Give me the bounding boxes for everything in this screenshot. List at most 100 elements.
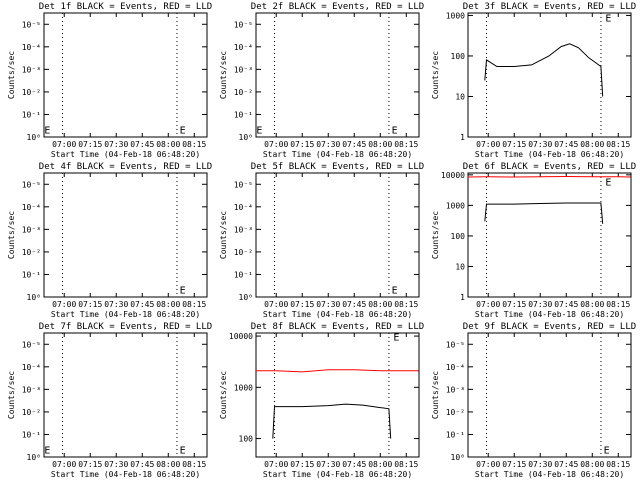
y-tick-label: 10⁻⁴: [22, 363, 41, 372]
x-tick-label: 07:30: [528, 140, 552, 149]
x-tick-label: 08:00: [368, 140, 392, 149]
x-axis-label: Start Time (04-Feb-18 06:48:20): [263, 470, 412, 479]
y-tick-label: 10⁻⁵: [22, 20, 41, 29]
y-axis-label: Counts/sec: [219, 371, 228, 419]
plot-title: Det 9f BLACK = Events, RED = LLD: [463, 322, 636, 332]
event-marker: E: [392, 125, 398, 136]
plot-frame: [43, 332, 208, 458]
x-tick-label: 08:15: [182, 460, 206, 469]
x-tick-label: 07:00: [476, 300, 500, 309]
y-tick-label: 1000: [446, 201, 465, 210]
plot-title: Det 6f BLACK = Events, RED = LLD: [463, 162, 636, 172]
x-tick-label: 07:15: [290, 460, 314, 469]
y-axis-label: Counts/sec: [219, 211, 228, 259]
x-tick-label: 07:30: [528, 300, 552, 309]
x-tick-label: 08:00: [580, 300, 604, 309]
y-tick-label: 10⁰: [239, 293, 253, 302]
y-tick-label: 10⁻¹: [446, 430, 465, 439]
x-tick-label: 07:30: [316, 300, 340, 309]
x-tick-label: 07:00: [476, 140, 500, 149]
x-tick-label: 07:00: [52, 140, 76, 149]
plot-title: Det 8f BLACK = Events, RED = LLD: [251, 322, 424, 332]
y-tick-label: 10⁻²: [22, 248, 41, 257]
y-tick-label: 10⁰: [27, 453, 41, 462]
y-tick-label: 10⁻⁴: [234, 43, 253, 52]
y-tick-label: 10⁻⁴: [234, 203, 253, 212]
x-tick-label: 08:15: [606, 300, 630, 309]
y-tick-label: 10⁻¹: [22, 110, 41, 119]
y-tick-label: 10⁻⁵: [234, 20, 253, 29]
events-series-line: [272, 403, 392, 439]
y-tick-label: 10⁻⁵: [234, 180, 253, 189]
x-tick-label: 07:15: [502, 140, 526, 149]
y-tick-label: 100: [239, 435, 254, 444]
y-tick-label: 10: [455, 262, 465, 271]
plot-frame: [467, 172, 632, 298]
x-tick-label: 07:45: [554, 300, 578, 309]
x-tick-label: 07:15: [502, 460, 526, 469]
y-tick-label: 10⁻²: [22, 408, 41, 417]
x-tick-label: 07:45: [130, 460, 154, 469]
plot-title: Det 1f BLACK = Events, RED = LLD: [39, 2, 212, 12]
x-tick-label: 07:00: [264, 300, 288, 309]
x-tick-label: 07:15: [78, 460, 102, 469]
y-tick-label: 10⁻⁵: [22, 180, 41, 189]
event-marker: E: [604, 445, 610, 456]
x-tick-label: 08:15: [394, 140, 418, 149]
plot-panel-1: Det 1f BLACK = Events, RED = LLD 07:00 07:…: [7, 2, 212, 159]
y-tick-label: 1000: [446, 11, 465, 20]
y-tick-label: 10⁻²: [446, 408, 465, 417]
x-axis-label: Start Time (04-Feb-18 06:48:20): [475, 470, 624, 479]
y-axis-label: Counts/sec: [7, 371, 16, 419]
event-marker: E: [44, 125, 50, 136]
x-tick-label: 07:45: [130, 140, 154, 149]
y-tick-label: 10⁰: [451, 453, 465, 462]
y-tick-label: 10000: [229, 332, 253, 341]
x-tick-label: 08:00: [156, 300, 180, 309]
x-tick-label: 08:00: [368, 460, 392, 469]
x-axis-label: Start Time (04-Feb-18 06:48:20): [51, 470, 200, 479]
y-tick-label: 10⁻²: [234, 88, 253, 97]
y-tick-label: 10⁰: [27, 293, 41, 302]
plot-title: Det 4f BLACK = Events, RED = LLD: [39, 162, 212, 172]
event-marker: E: [392, 285, 398, 296]
y-tick-label: 10⁻³: [22, 65, 41, 74]
x-tick-label: 07:45: [554, 140, 578, 149]
plot-title: Det 3f BLACK = Events, RED = LLD: [463, 2, 636, 12]
x-tick-label: 07:00: [476, 460, 500, 469]
x-tick-label: 07:00: [52, 300, 76, 309]
y-tick-label: 1: [460, 133, 465, 142]
x-tick-label: 08:15: [606, 140, 630, 149]
x-axis-label: Start Time (04-Feb-18 06:48:20): [51, 310, 200, 319]
y-tick-label: 1: [460, 293, 465, 302]
plot-panel-4: Det 4f BLACK = Events, RED = LLD 07:00 07:…: [7, 162, 212, 319]
x-axis-label: Start Time (04-Feb-18 06:48:20): [51, 150, 200, 159]
y-axis-label: Counts/sec: [7, 211, 16, 259]
x-tick-label: 07:15: [502, 300, 526, 309]
plot-frame: [255, 12, 420, 138]
y-tick-label: 10⁻⁴: [22, 203, 41, 212]
x-tick-label: 07:00: [264, 140, 288, 149]
y-axis-label: Counts/sec: [219, 51, 228, 99]
x-tick-label: 07:30: [104, 300, 128, 309]
y-tick-label: 10⁻³: [22, 385, 41, 394]
y-tick-label: 10⁻³: [234, 225, 253, 234]
y-tick-label: 10⁻⁴: [22, 43, 41, 52]
y-tick-label: 10⁻³: [234, 65, 253, 74]
y-tick-label: 10⁻²: [234, 248, 253, 257]
event-marker: E: [256, 125, 262, 136]
y-tick-label: 10⁻³: [22, 225, 41, 234]
x-tick-label: 07:45: [342, 300, 366, 309]
y-tick-label: 10⁻⁵: [22, 340, 41, 349]
x-tick-label: 07:15: [290, 140, 314, 149]
y-tick-label: 1000: [234, 383, 253, 392]
lld-series-line: [467, 175, 631, 178]
x-tick-label: 08:00: [156, 460, 180, 469]
x-tick-label: 07:30: [528, 460, 552, 469]
event-marker: E: [605, 177, 611, 188]
x-tick-label: 07:30: [316, 460, 340, 469]
